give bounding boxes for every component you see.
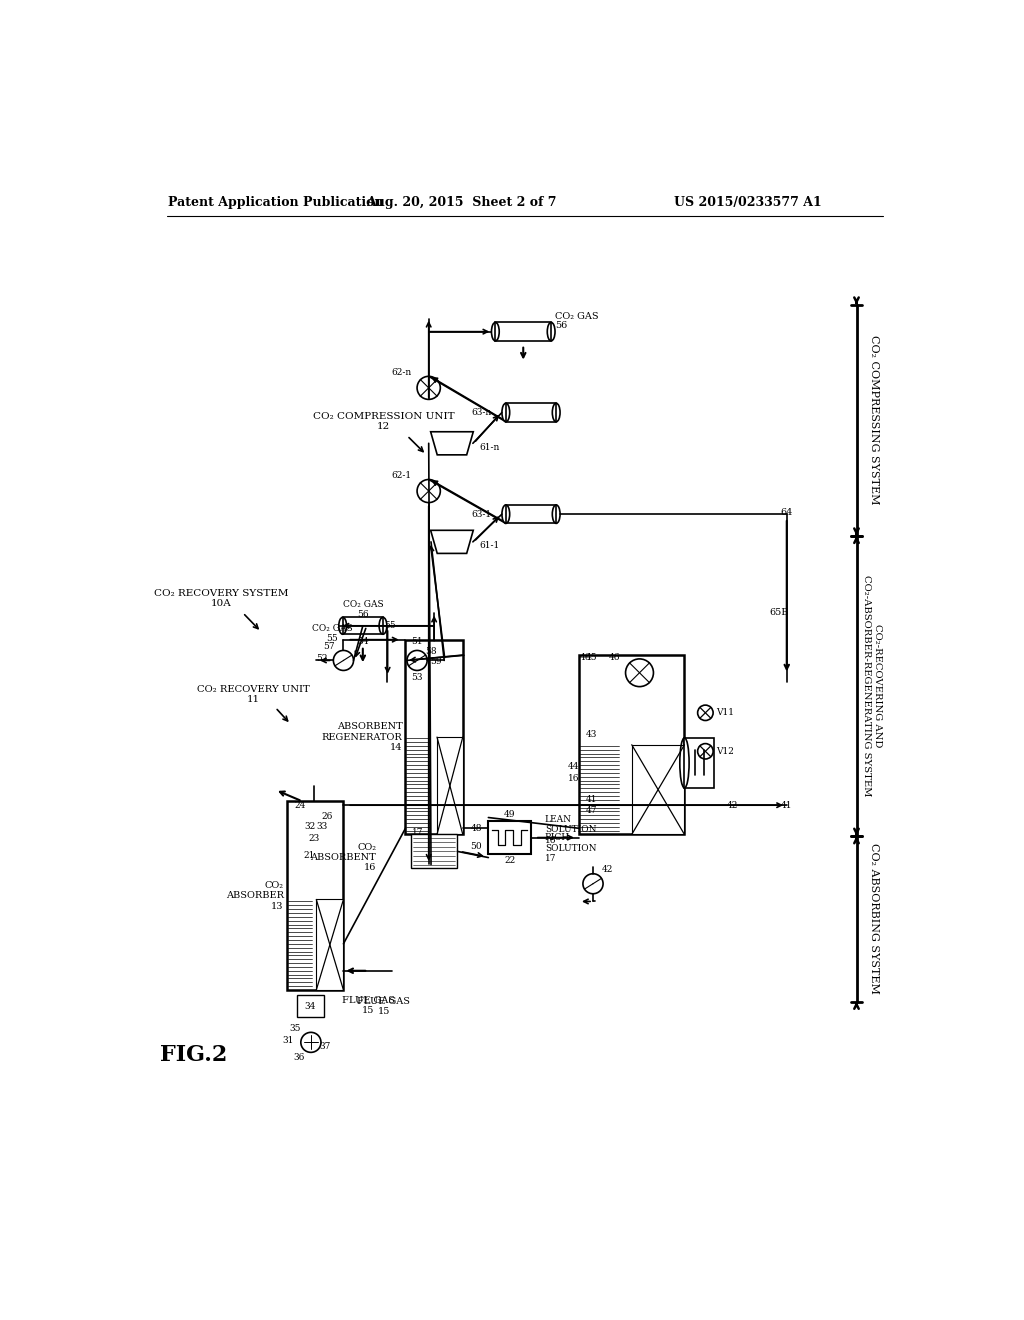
Text: CO₂ GAS
56: CO₂ GAS 56 xyxy=(342,599,383,619)
Text: CO₂ COMPRESSING SYSTEM: CO₂ COMPRESSING SYSTEM xyxy=(868,335,879,506)
Text: 52: 52 xyxy=(316,653,328,663)
Text: 23: 23 xyxy=(308,834,319,842)
Text: 44: 44 xyxy=(568,762,580,771)
Text: 42: 42 xyxy=(727,801,738,809)
Bar xyxy=(579,655,684,834)
Text: CO₂ RECOVERY UNIT: CO₂ RECOVERY UNIT xyxy=(198,685,310,694)
Text: 47: 47 xyxy=(586,807,597,814)
Text: 41: 41 xyxy=(781,801,793,809)
Text: FIG.2: FIG.2 xyxy=(160,1044,227,1067)
Bar xyxy=(406,640,463,834)
Text: V11: V11 xyxy=(716,709,734,717)
Text: 57: 57 xyxy=(324,642,335,651)
Text: 42: 42 xyxy=(601,866,612,874)
Text: FLUE GAS: FLUE GAS xyxy=(342,995,394,1005)
Text: LEAN
SOLUTION
16: LEAN SOLUTION 16 xyxy=(545,814,596,845)
Text: 62-n: 62-n xyxy=(391,368,412,378)
Text: 54: 54 xyxy=(357,638,369,647)
Bar xyxy=(488,821,531,854)
Text: 35: 35 xyxy=(290,1024,301,1034)
Bar xyxy=(316,899,343,990)
Text: 15: 15 xyxy=(378,1007,390,1016)
Text: CO₂
ABSORBER
13: CO₂ ABSORBER 13 xyxy=(225,880,284,911)
Text: 61-n: 61-n xyxy=(479,442,500,451)
Text: US 2015/0233577 A1: US 2015/0233577 A1 xyxy=(674,195,822,209)
Bar xyxy=(411,834,458,869)
Text: 45: 45 xyxy=(586,653,597,661)
Text: 34: 34 xyxy=(305,1002,316,1011)
Bar xyxy=(506,506,556,524)
Text: 26: 26 xyxy=(322,812,333,821)
Text: 46: 46 xyxy=(580,653,591,661)
Text: 24: 24 xyxy=(295,801,306,809)
Text: 64: 64 xyxy=(780,508,793,517)
Text: 53: 53 xyxy=(412,673,423,682)
Text: Patent Application Publication: Patent Application Publication xyxy=(168,195,383,209)
Text: CO₂ RECOVERY SYSTEM: CO₂ RECOVERY SYSTEM xyxy=(154,589,288,598)
Text: 58: 58 xyxy=(425,647,437,656)
Bar xyxy=(287,801,343,990)
Bar xyxy=(684,738,714,788)
Text: 22: 22 xyxy=(504,857,515,865)
Text: ABSORBENT
REGENERATOR
14: ABSORBENT REGENERATOR 14 xyxy=(322,722,402,752)
Text: 51: 51 xyxy=(412,638,423,647)
Bar xyxy=(343,618,383,635)
Bar xyxy=(297,995,324,1016)
Text: CO₂
ABSORBENT
16: CO₂ ABSORBENT 16 xyxy=(310,842,376,873)
Text: 36: 36 xyxy=(294,1053,305,1063)
Text: 10A: 10A xyxy=(211,599,231,609)
Text: 50: 50 xyxy=(471,842,482,851)
Text: 55: 55 xyxy=(384,622,396,630)
Text: 17: 17 xyxy=(412,828,423,837)
Text: 56: 56 xyxy=(555,321,567,330)
Text: 65B: 65B xyxy=(769,609,788,618)
Text: 37: 37 xyxy=(319,1041,331,1051)
Text: 46: 46 xyxy=(608,653,620,661)
Bar xyxy=(437,737,463,834)
Text: CO₂ GAS: CO₂ GAS xyxy=(555,312,599,321)
Text: V12: V12 xyxy=(716,747,734,756)
Text: 15: 15 xyxy=(362,1006,375,1015)
Bar xyxy=(496,322,551,341)
Text: 63-1: 63-1 xyxy=(472,510,492,519)
Text: 32: 32 xyxy=(304,822,315,832)
Text: FLUE GAS: FLUE GAS xyxy=(357,997,411,1006)
Text: 63-n: 63-n xyxy=(472,408,492,417)
Text: 62-1: 62-1 xyxy=(391,471,412,480)
Text: 61-1: 61-1 xyxy=(479,541,500,550)
Bar xyxy=(632,744,684,834)
Text: Aug. 20, 2015  Sheet 2 of 7: Aug. 20, 2015 Sheet 2 of 7 xyxy=(366,195,556,209)
Text: 33: 33 xyxy=(316,822,328,832)
Text: 59: 59 xyxy=(431,657,442,667)
Text: 21: 21 xyxy=(304,851,315,859)
Text: 43: 43 xyxy=(586,730,597,739)
Bar xyxy=(506,404,556,422)
Text: CO₂ COMPRESSION UNIT: CO₂ COMPRESSION UNIT xyxy=(313,412,455,421)
Text: 12: 12 xyxy=(377,422,390,430)
Text: RICH
SOLUTION
17: RICH SOLUTION 17 xyxy=(545,833,596,863)
Text: 16: 16 xyxy=(568,774,580,783)
Text: 11: 11 xyxy=(247,696,260,704)
Text: 48: 48 xyxy=(471,824,482,833)
Text: 49: 49 xyxy=(504,810,515,818)
Text: 31: 31 xyxy=(282,1036,293,1044)
Text: CO₂ GAS
55: CO₂ GAS 55 xyxy=(311,624,352,643)
Text: 41: 41 xyxy=(586,795,597,804)
Text: CO₂-RECOVERING AND
CO₂-ABSORBER-REGENERATING SYSTEM: CO₂-RECOVERING AND CO₂-ABSORBER-REGENERA… xyxy=(862,576,882,796)
Text: CO₂ ABSORBING SYSTEM: CO₂ ABSORBING SYSTEM xyxy=(868,843,879,994)
